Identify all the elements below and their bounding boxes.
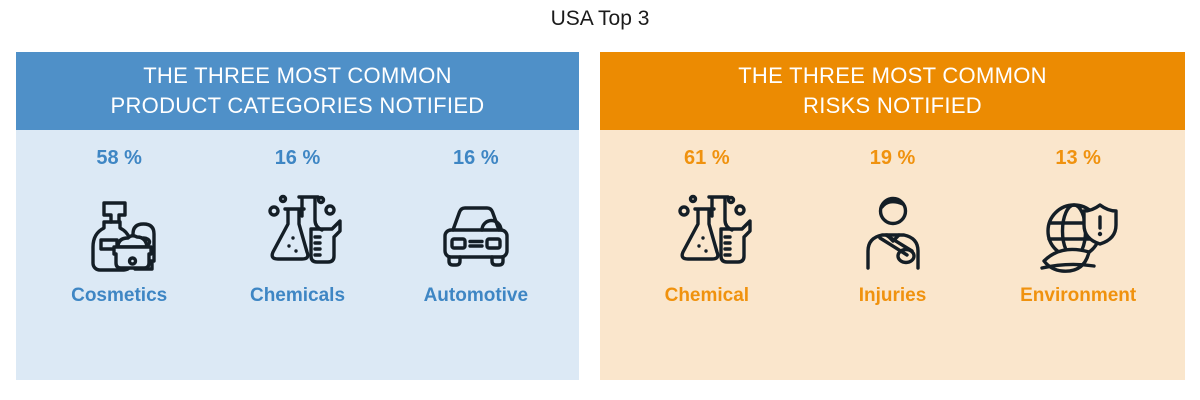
page-title: USA Top 3 [550,7,650,30]
percent-value: 13 % [1055,147,1101,169]
cosmetics-icon [74,181,164,276]
stat-automotive: 16 % Automotive [387,130,565,380]
panel-product-categories: THE THREE MOST COMMON PRODUCT CATEGORIES… [16,52,579,380]
percent-value: 61 % [684,147,730,169]
category-label: Automotive [423,285,529,306]
percent-value: 16 % [274,147,321,169]
risk-label: Chemical [664,285,750,306]
risk-label: Environment [1020,285,1137,306]
header-line-2: PRODUCT CATEGORIES NOTIFIED [110,93,485,118]
header-line-1: THE THREE MOST COMMON [738,63,1047,88]
stat-environment: 13 % Environment [985,130,1171,380]
stat-cosmetics: 58 % Cosmetics [30,130,208,380]
stat-chemicals: 16 % Chemicals [208,130,386,380]
category-label: Chemicals [249,285,346,306]
percent-value: 16 % [453,147,499,169]
panel-product-categories-body: 58 % Cosmetics 16 % [16,130,579,380]
panel-risks: THE THREE MOST COMMON RISKS NOTIFIED 61 … [600,52,1185,380]
chemicals-flask-icon [252,181,343,276]
panel-product-categories-header: THE THREE MOST COMMON PRODUCT CATEGORIES… [16,52,579,130]
risk-label: Injuries [858,285,927,306]
chemicals-flask-icon [662,181,752,276]
percent-value: 19 % [869,147,916,169]
car-icon [431,181,521,276]
percent-value: 58 % [96,147,142,169]
injured-person-icon [848,181,938,276]
header-line-2: RISKS NOTIFIED [803,93,982,118]
environment-shield-icon [1033,181,1123,276]
stat-chemical-risk: 61 % Chemical [614,130,800,380]
stat-injuries: 19 % Injuries [800,130,986,380]
panel-risks-header: THE THREE MOST COMMON RISKS NOTIFIED [600,52,1185,130]
header-line-1: THE THREE MOST COMMON [143,63,452,88]
panel-risks-body: 61 % Chemical 19 % [600,130,1185,380]
category-label: Cosmetics [71,285,168,306]
